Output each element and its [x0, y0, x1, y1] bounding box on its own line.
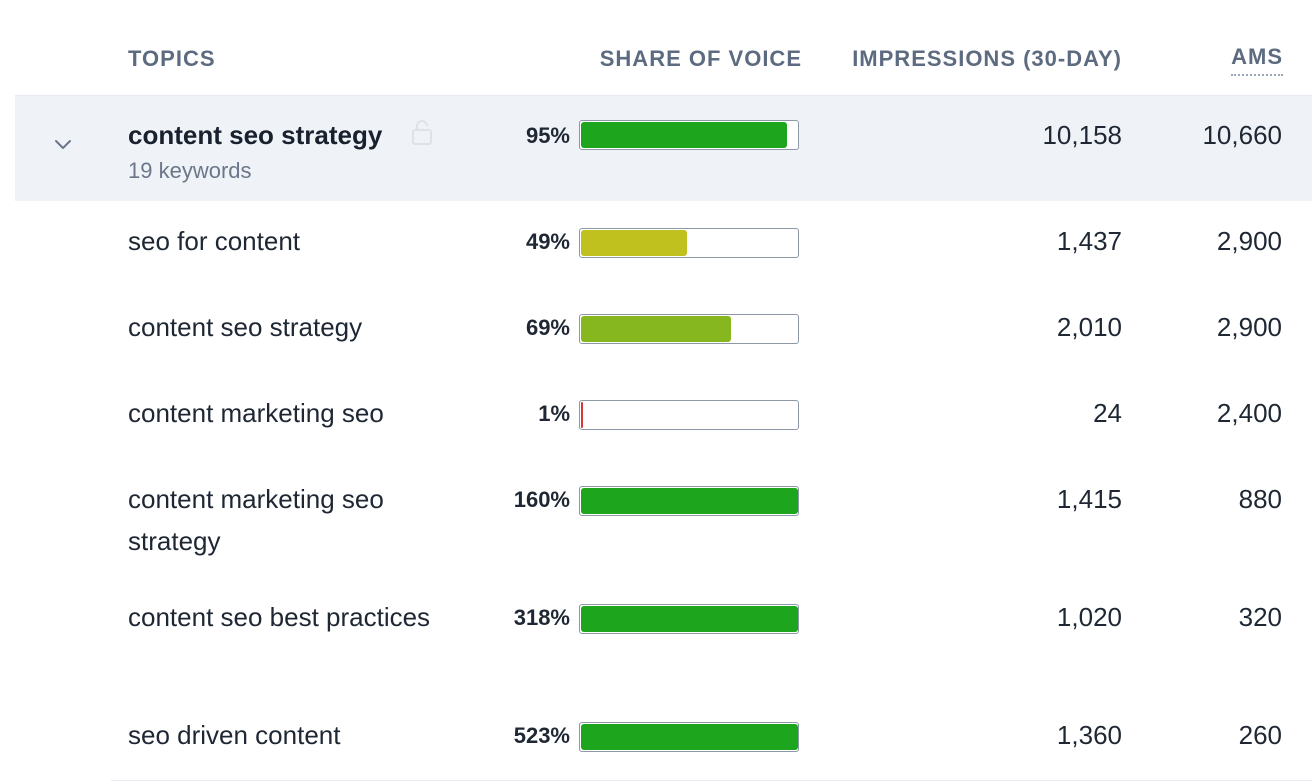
share-of-voice-bar: [579, 120, 799, 150]
keyword-row[interactable]: content marketing seo strategy 160% 1,415 8…: [111, 460, 1312, 579]
ams-value: 880: [1238, 484, 1282, 514]
keyword-row[interactable]: seo driven content 523% 1,360 260: [111, 696, 1312, 781]
share-of-voice-bar-fill: [581, 402, 583, 428]
ams-value: 320: [1238, 602, 1282, 632]
share-of-voice-bar: [579, 400, 799, 430]
keyword-name: seo driven content: [128, 720, 341, 750]
ams-value: 260: [1238, 720, 1282, 750]
share-of-voice-bar: [579, 228, 799, 258]
keyword-name: content seo best practices: [128, 602, 431, 632]
impressions-value: 1,415: [1056, 484, 1122, 514]
column-header-ams[interactable]: AMS: [1231, 44, 1283, 76]
share-of-voice-bar: [579, 722, 799, 752]
share-of-voice-bar-fill: [581, 230, 687, 256]
share-of-voice-bar-fill: [581, 606, 798, 632]
keyword-name: seo for content: [128, 226, 300, 256]
ams-value: 2,400: [1216, 398, 1282, 428]
share-of-voice-percent: 523%: [513, 723, 570, 748]
column-header-topics[interactable]: TOPICS: [128, 46, 216, 71]
impressions-value: 10,158: [1042, 120, 1122, 150]
share-of-voice-bar-fill: [581, 488, 798, 514]
ams-value: 2,900: [1216, 226, 1282, 256]
topic-title: content seo strategy: [128, 120, 383, 150]
share-of-voice-percent: 1%: [538, 401, 570, 426]
share-of-voice-bar-fill: [581, 316, 731, 342]
ams-value: 2,900: [1216, 312, 1282, 342]
share-of-voice-bar: [579, 314, 799, 344]
share-of-voice-percent: 318%: [513, 605, 570, 630]
share-of-voice-percent: 95%: [525, 123, 570, 148]
share-of-voice-bar-fill: [581, 122, 787, 148]
impressions-value: 1,360: [1056, 720, 1122, 750]
impressions-value: 2,010: [1056, 312, 1122, 342]
share-of-voice-percent: 160%: [513, 487, 570, 512]
share-of-voice-bar: [579, 486, 799, 516]
keyword-row[interactable]: content marketing seo 1% 24 2,400: [111, 374, 1312, 461]
table-header: TOPICS SHARE OF VOICE IMPRESSIONS (30-DA…: [15, 0, 1312, 96]
keyword-row[interactable]: content seo best practices 318% 1,020 320: [111, 578, 1312, 697]
keyword-row[interactable]: content seo strategy 69% 2,010 2,900: [111, 288, 1312, 375]
share-of-voice-percent: 69%: [525, 315, 570, 340]
keyword-name: content marketing seo strategy: [128, 484, 384, 556]
impressions-value: 1,020: [1056, 602, 1122, 632]
chevron-down-icon[interactable]: [53, 134, 73, 154]
impressions-value: 1,437: [1056, 226, 1122, 256]
impressions-value: 24: [1093, 398, 1122, 428]
topic-group-row[interactable]: content seo strategy 19 keywords 95% 10,…: [15, 96, 1312, 201]
share-of-voice-bar-fill: [581, 724, 798, 750]
ams-value: 10,660: [1202, 120, 1282, 150]
share-of-voice-percent: 49%: [525, 229, 570, 254]
lock-icon[interactable]: [410, 118, 434, 146]
column-header-share-of-voice[interactable]: SHARE OF VOICE: [599, 46, 802, 71]
topic-keyword-count: 19 keywords: [128, 158, 252, 183]
keyword-name: content seo strategy: [128, 312, 363, 342]
column-header-impressions[interactable]: IMPRESSIONS (30-DAY): [852, 46, 1122, 71]
keyword-name: content marketing seo: [128, 398, 384, 428]
share-of-voice-bar: [579, 604, 799, 634]
keyword-row[interactable]: seo for content 49% 1,437 2,900: [111, 202, 1312, 289]
